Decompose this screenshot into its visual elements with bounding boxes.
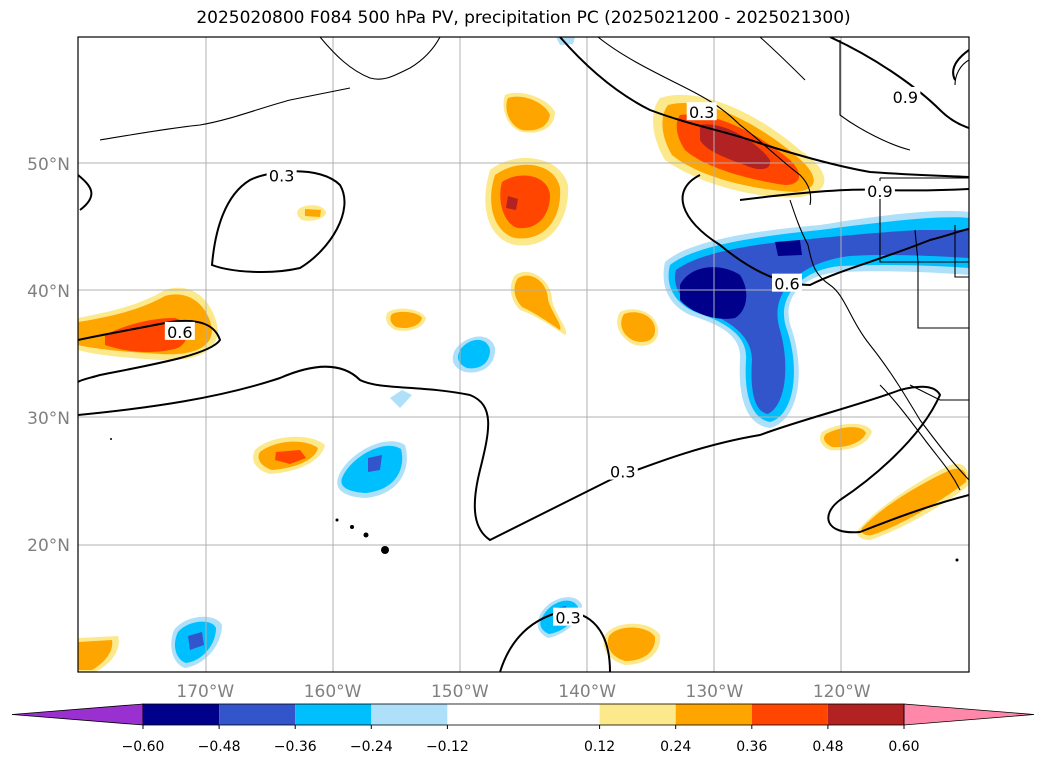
colorbar-tick-label: 0.60: [888, 739, 919, 755]
islands: [110, 438, 959, 562]
contour-label-bg: [771, 273, 802, 292]
colorbar: −0.60 −0.48 −0.36 −0.24 −0.12 0.12 0.24 0.36 0.4…: [11, 703, 1035, 755]
lat-label: 20°N: [27, 536, 70, 556]
contour-label: 0.3: [269, 167, 294, 186]
colorbar-tick-label: 0.36: [736, 739, 767, 755]
contour-labels: 0.3 0.3 0.9 0.9 0.6 0.6 0.3 0.3: [164, 86, 921, 628]
colorbar-tick-label: 0.24: [660, 739, 691, 755]
lon-label: 170°W: [176, 682, 234, 702]
colorbar-segment: [371, 704, 448, 725]
lat-label: 50°N: [27, 155, 70, 175]
map-plot-area: 0.3 0.3 0.9 0.9 0.6 0.6 0.3 0.3: [78, 37, 969, 672]
colorbar-segment: [827, 704, 904, 725]
lon-label: 160°W: [304, 682, 362, 702]
contour-label-bg: [164, 321, 195, 340]
contour-label: 0.3: [610, 463, 635, 482]
contour-label: 0.6: [167, 323, 192, 342]
pv-contours: [78, 37, 969, 672]
latitude-labels: 50°N 40°N 30°N 20°N: [27, 155, 70, 556]
contour-label-bg: [686, 102, 717, 121]
colorbar-segment: [447, 704, 600, 725]
lon-label: 120°W: [813, 682, 871, 702]
colorbar-segment: [751, 704, 828, 725]
colorbar-segment: [219, 704, 296, 725]
contour-label-bg: [864, 180, 895, 199]
colorbar-extend-low: [11, 703, 144, 726]
colorbar-outline: [142, 703, 905, 726]
map-frame: [77, 36, 970, 673]
contour-label: 0.3: [555, 609, 580, 628]
colorbar-tick-label: 0.12: [584, 739, 615, 755]
lon-label: 130°W: [686, 682, 744, 702]
colorbar-tick-label: −0.48: [198, 739, 241, 755]
map-title: 2025020800 F084 500 hPa PV, precipitatio…: [196, 8, 851, 28]
contour-label: 0.9: [867, 182, 892, 201]
colorbar-segment: [675, 704, 752, 725]
colorbar-segment: [599, 704, 676, 725]
contour-label: 0.9: [893, 88, 918, 107]
precip-shading: [78, 37, 969, 672]
colorbar-tick-label: −0.12: [426, 739, 469, 755]
colorbar-segment: [143, 704, 220, 725]
lat-label: 40°N: [27, 282, 70, 302]
contour-label: 0.6: [774, 275, 799, 294]
coastlines: [99, 37, 969, 491]
gridlines: [78, 37, 969, 672]
lon-label: 150°W: [431, 682, 489, 702]
longitude-labels: 170°W 160°W 150°W 140°W 130°W 120°W: [176, 682, 870, 702]
contour-label: 0.3: [689, 103, 714, 122]
colorbar-tick-label: −0.60: [122, 739, 165, 755]
contour-label-bg: [266, 165, 297, 184]
contour-label-bg: [553, 607, 584, 626]
colorbar-tick-label: −0.24: [350, 739, 393, 755]
colorbar-extend-high: [903, 703, 1035, 726]
contour-label-bg: [890, 86, 921, 105]
lon-label: 140°W: [558, 682, 616, 702]
colorbar-segment: [295, 704, 372, 725]
lat-label: 30°N: [27, 409, 70, 429]
contour-label-bg: [607, 461, 638, 480]
colorbar-tick-label: −0.36: [274, 739, 317, 755]
colorbar-tick-label: 0.48: [812, 739, 843, 755]
